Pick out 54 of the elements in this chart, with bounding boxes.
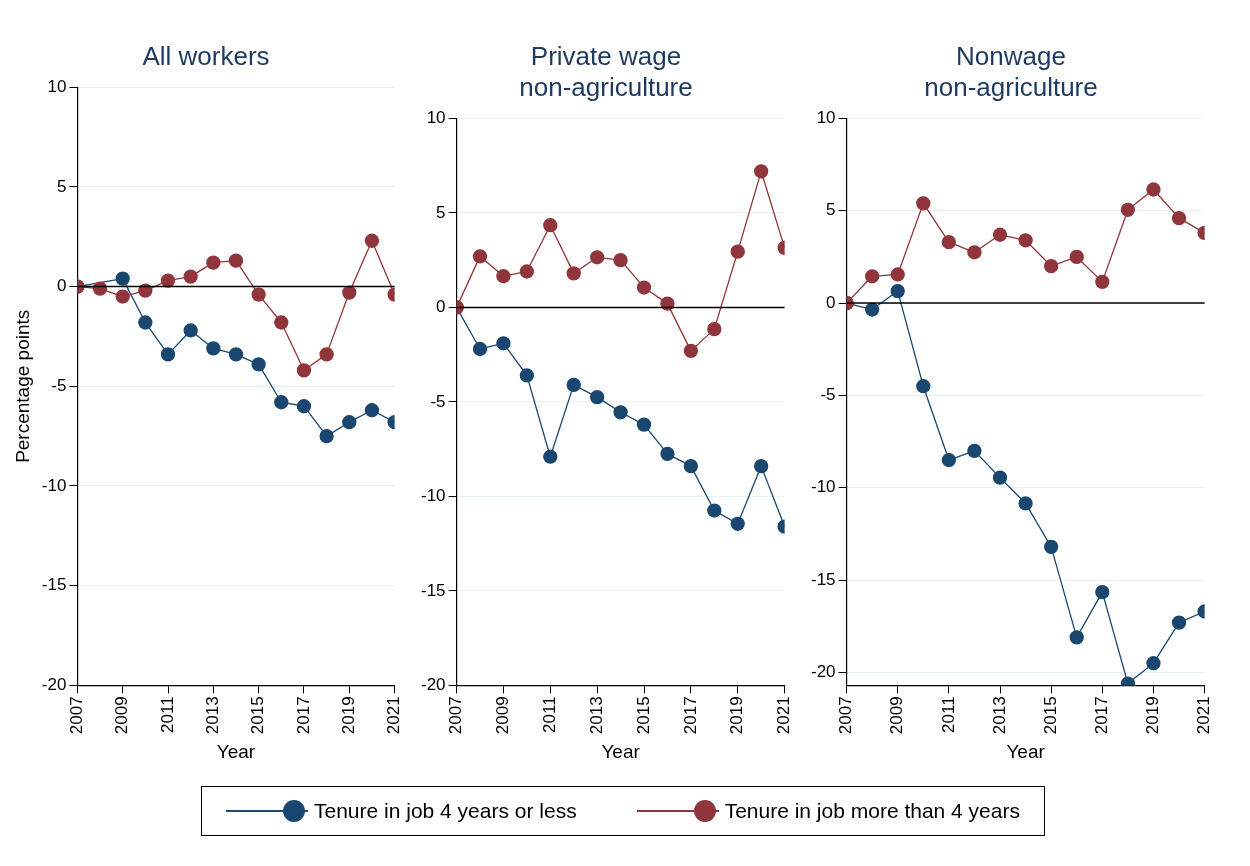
y-tick-label: 10 (426, 108, 446, 128)
y-tick-label: -15 (41, 575, 67, 595)
chart-title: Private wage non-agriculture (519, 40, 693, 102)
x-tick-label: 2011 (157, 696, 177, 733)
x-tick-label: 2021 (774, 696, 794, 735)
chart-title: All workers (142, 40, 270, 71)
x-tick-label: 2007 (836, 696, 856, 735)
x-tick-label: 2007 (67, 696, 87, 735)
y-tick-label: -20 (41, 675, 67, 695)
x-tick-label: 2009 (887, 696, 907, 735)
x-tick-label: 2011 (539, 696, 559, 733)
x-tick-label: 2015 (248, 696, 268, 735)
y-tick-label: 0 (56, 276, 67, 296)
x-axis-title: Year (1006, 740, 1046, 762)
y-tick-label: 10 (816, 108, 836, 128)
y-tick-label: -5 (430, 391, 446, 411)
x-tick-label: 2017 (680, 696, 700, 735)
y-tick-label: -10 (420, 486, 446, 506)
chart-title: Nonwage non-agriculture (924, 40, 1098, 102)
y-tick-label: 5 (56, 176, 67, 196)
x-tick-label: 2017 (293, 696, 313, 735)
x-tick-label: 2017 (1091, 696, 1111, 735)
y-tick-label: 0 (826, 292, 836, 312)
x-tick-label: 2011 (938, 696, 958, 733)
y-tick-label: -15 (420, 580, 446, 600)
y-axis-title: Percentage points (11, 309, 33, 463)
x-tick-label: 2009 (493, 696, 513, 735)
y-tick-label: -5 (820, 385, 836, 405)
x-tick-label: 2015 (1040, 696, 1060, 735)
x-tick-label: 2009 (112, 696, 132, 735)
x-tick-label: 2007 (446, 696, 466, 735)
y-tick-label: -10 (810, 477, 836, 497)
y-tick-label: 5 (826, 200, 836, 220)
y-tick-label: 5 (436, 202, 446, 222)
x-axis-title: Year (216, 740, 256, 762)
y-tick-label: -5 (51, 375, 67, 395)
y-tick-label: 0 (436, 297, 446, 317)
x-tick-label: 2019 (338, 696, 358, 735)
x-tick-label: 2019 (1143, 696, 1163, 735)
x-tick-label: 2013 (203, 696, 223, 735)
y-tick-label: -20 (810, 662, 836, 682)
x-tick-label: 2021 (384, 696, 404, 735)
x-tick-label: 2019 (727, 696, 747, 735)
x-tick-label: 2013 (989, 696, 1009, 735)
x-tick-label: 2021 (1194, 696, 1214, 735)
x-tick-label: 2015 (633, 696, 653, 735)
y-tick-label: -15 (810, 569, 836, 589)
y-tick-label: -20 (420, 675, 446, 695)
x-axis-title: Year (601, 740, 641, 762)
x-tick-label: 2013 (586, 696, 606, 735)
legend-label: Tenure in job more than 4 years (724, 799, 1020, 823)
y-tick-label: 10 (47, 76, 67, 96)
legend-label: Tenure in job 4 years or less (314, 799, 577, 823)
y-tick-label: -10 (41, 475, 67, 495)
